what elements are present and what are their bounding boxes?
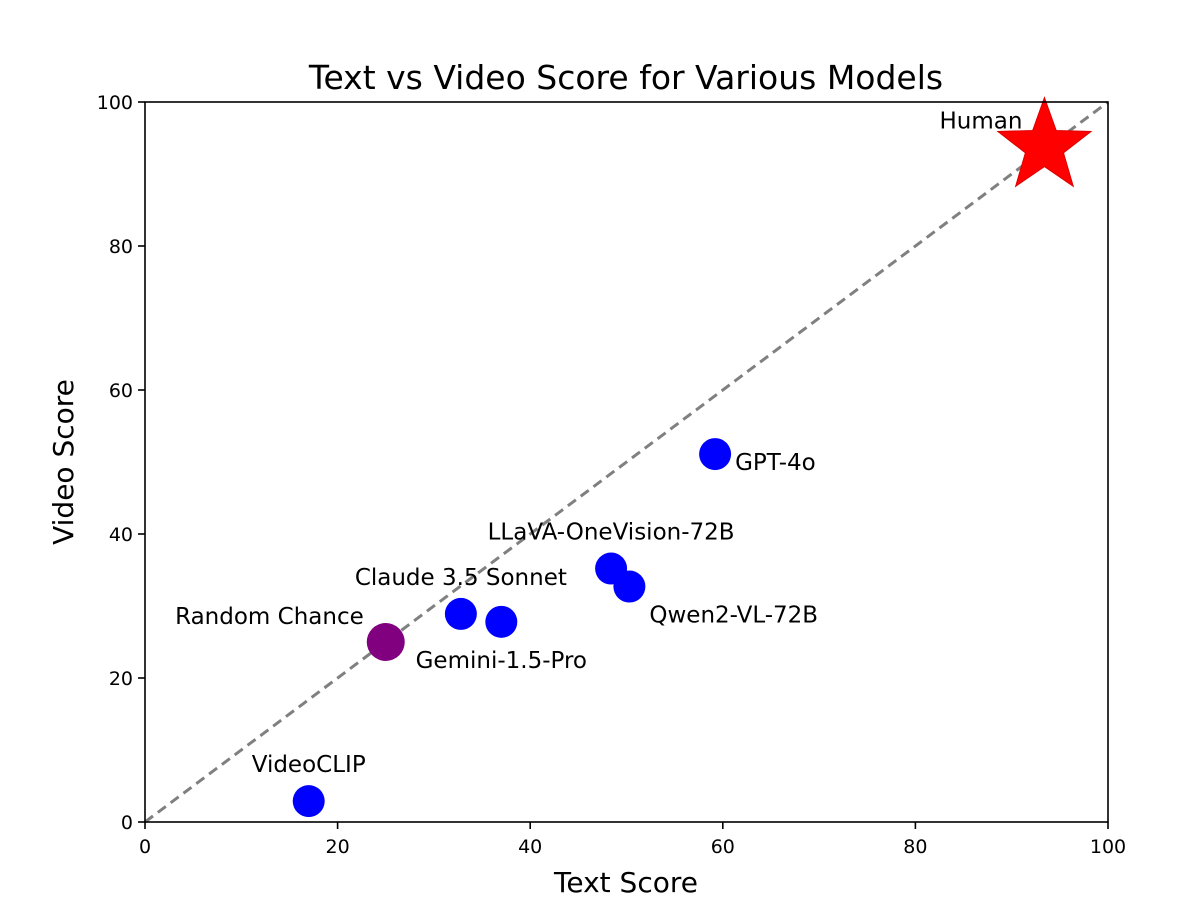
y-axis-label: Video Score: [47, 379, 80, 545]
y-tick-label: 80: [109, 236, 133, 258]
point-claude-3-5-sonnet: [444, 597, 477, 630]
x-tick-label: 40: [518, 836, 542, 858]
y-tick-label: 40: [109, 524, 133, 546]
point-videoclip: [292, 785, 325, 818]
plot-area: Human GPT-4o LLaVA-OneVision-72B Qwen2-VL-7…: [144, 96, 1109, 824]
label-random-chance: Random Chance: [175, 604, 364, 630]
label-claude-3-5-sonnet: Claude 3.5 Sonnet: [355, 565, 567, 591]
y-tick-label: 100: [97, 92, 133, 114]
point-gpt-4o: [699, 438, 732, 471]
label-llava-onevision-72b: LLaVA-OneVision-72B: [488, 520, 735, 546]
y-tick-label: 0: [121, 812, 133, 834]
x-tick-label: 100: [1090, 836, 1126, 858]
plot-frame: [144, 101, 1109, 823]
x-tick-label: 60: [711, 836, 735, 858]
label-qwen2-vl-72b: Qwen2-VL-72B: [649, 603, 818, 629]
x-tick-label: 80: [903, 836, 927, 858]
x-axis-ticks: 0 20 40 60 80 100: [139, 822, 1126, 858]
point-qwen2-vl-72b: [613, 570, 646, 603]
point-random-chance: [366, 623, 405, 661]
label-gemini-1-5-pro: Gemini-1.5-Pro: [416, 648, 587, 674]
label-videoclip: VideoCLIP: [252, 752, 366, 778]
data-points: [292, 96, 1093, 818]
x-tick-label: 0: [139, 836, 151, 858]
x-tick-label: 20: [326, 836, 350, 858]
x-axis-label: Text Score: [553, 866, 698, 899]
label-gpt-4o: GPT-4o: [735, 450, 816, 476]
point-gemini-1-5-pro: [485, 605, 518, 638]
diagonal-reference-line: [144, 100, 1109, 824]
point-labels: Human GPT-4o LLaVA-OneVision-72B Qwen2-VL-7…: [175, 109, 1022, 778]
point-human-star: [996, 96, 1093, 188]
y-axis-ticks: 0 20 40 60 80 100: [97, 92, 145, 834]
chart-title: Text vs Video Score for Various Models: [308, 58, 943, 97]
y-tick-label: 60: [109, 380, 133, 402]
y-tick-label: 20: [109, 668, 133, 690]
label-human: Human: [939, 109, 1022, 135]
